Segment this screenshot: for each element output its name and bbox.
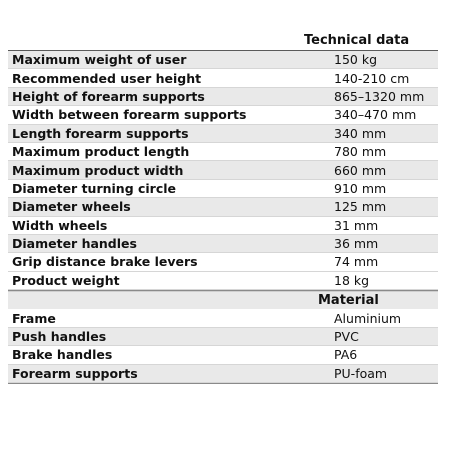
- technical-data-rows: Maximum weight of user 150 kg Recommende…: [8, 51, 438, 292]
- row-value: 74 mm: [334, 254, 379, 270]
- row-label: Recommended user height: [12, 70, 202, 86]
- table-row: Maximum product width 660 mm: [8, 161, 438, 180]
- row-label: Brake handles: [12, 347, 113, 363]
- row-value: PVC: [334, 329, 359, 345]
- table-row: Height of forearm supports 865–1320 mm: [8, 87, 438, 107]
- row-label: Forearm supports: [12, 365, 138, 381]
- row-value: Aluminium: [334, 310, 402, 326]
- row-value: 340–470 mm: [334, 107, 417, 123]
- row-value: 150 kg: [334, 52, 378, 68]
- row-value: 910 mm: [334, 180, 387, 196]
- table-row: Grip distance brake levers 74 mm: [8, 253, 438, 272]
- table-row: Maximum product length 780 mm: [8, 143, 438, 162]
- row-label: Diameter wheels: [12, 199, 131, 215]
- row-value: 125 mm: [334, 199, 387, 215]
- table-row: Recommended user height 140-210 cm: [8, 69, 438, 88]
- row-value: 865–1320 mm: [334, 88, 425, 104]
- table-row: Diameter wheels 125 mm: [8, 198, 438, 217]
- row-label: Maximum product length: [12, 144, 190, 160]
- table-row: Push handles PVC: [8, 327, 438, 347]
- table-row: Brake handles PA6: [8, 346, 438, 365]
- table-row: Maximum weight of user 150 kg: [8, 51, 438, 70]
- row-label: Diameter handles: [12, 236, 137, 252]
- table-row: Frame Aluminium: [8, 309, 438, 328]
- material-header: Material: [8, 291, 438, 310]
- material-title: Material: [318, 293, 379, 309]
- row-value: 36 mm: [334, 236, 379, 252]
- table-row: Width between forearm supports 340–470 m…: [8, 106, 438, 125]
- table-row: Diameter handles 36 mm: [8, 234, 438, 254]
- row-label: Width between forearm supports: [12, 107, 247, 123]
- row-label: Grip distance brake levers: [12, 254, 198, 270]
- row-label: Maximum product width: [12, 162, 184, 178]
- row-label: Product weight: [12, 272, 120, 288]
- row-label: Maximum weight of user: [12, 52, 187, 68]
- material-rows: Frame Aluminium Push handles PVC Brake h…: [8, 309, 438, 385]
- table-row: Length forearm supports 340 mm: [8, 124, 438, 143]
- row-value: PA6: [334, 347, 358, 363]
- table-row: Product weight 18 kg: [8, 272, 438, 291]
- table-row: Diameter turning circle 910 mm: [8, 180, 438, 199]
- row-value: 340 mm: [334, 125, 387, 141]
- row-label: Push handles: [12, 329, 107, 345]
- row-value: 140-210 cm: [334, 70, 410, 86]
- table-row: Forearm supports PU-foam: [8, 364, 438, 384]
- row-label: Frame: [12, 310, 56, 326]
- row-label: Width wheels: [12, 217, 108, 233]
- row-value: PU-foam: [334, 365, 388, 381]
- row-value: 31 mm: [334, 217, 379, 233]
- table-row: Width wheels 31 mm: [8, 217, 438, 235]
- technical-data-title: Technical data: [304, 33, 410, 48]
- specification-table: Technical data Maximum weight of user 15…: [8, 31, 438, 385]
- row-value: 18 kg: [334, 272, 370, 288]
- row-label: Diameter turning circle: [12, 180, 177, 196]
- row-value: 780 mm: [334, 144, 387, 160]
- row-label: Height of forearm supports: [12, 88, 205, 104]
- row-label: Length forearm supports: [12, 125, 189, 141]
- row-value: 660 mm: [334, 162, 387, 178]
- technical-data-header: Technical data: [8, 31, 438, 51]
